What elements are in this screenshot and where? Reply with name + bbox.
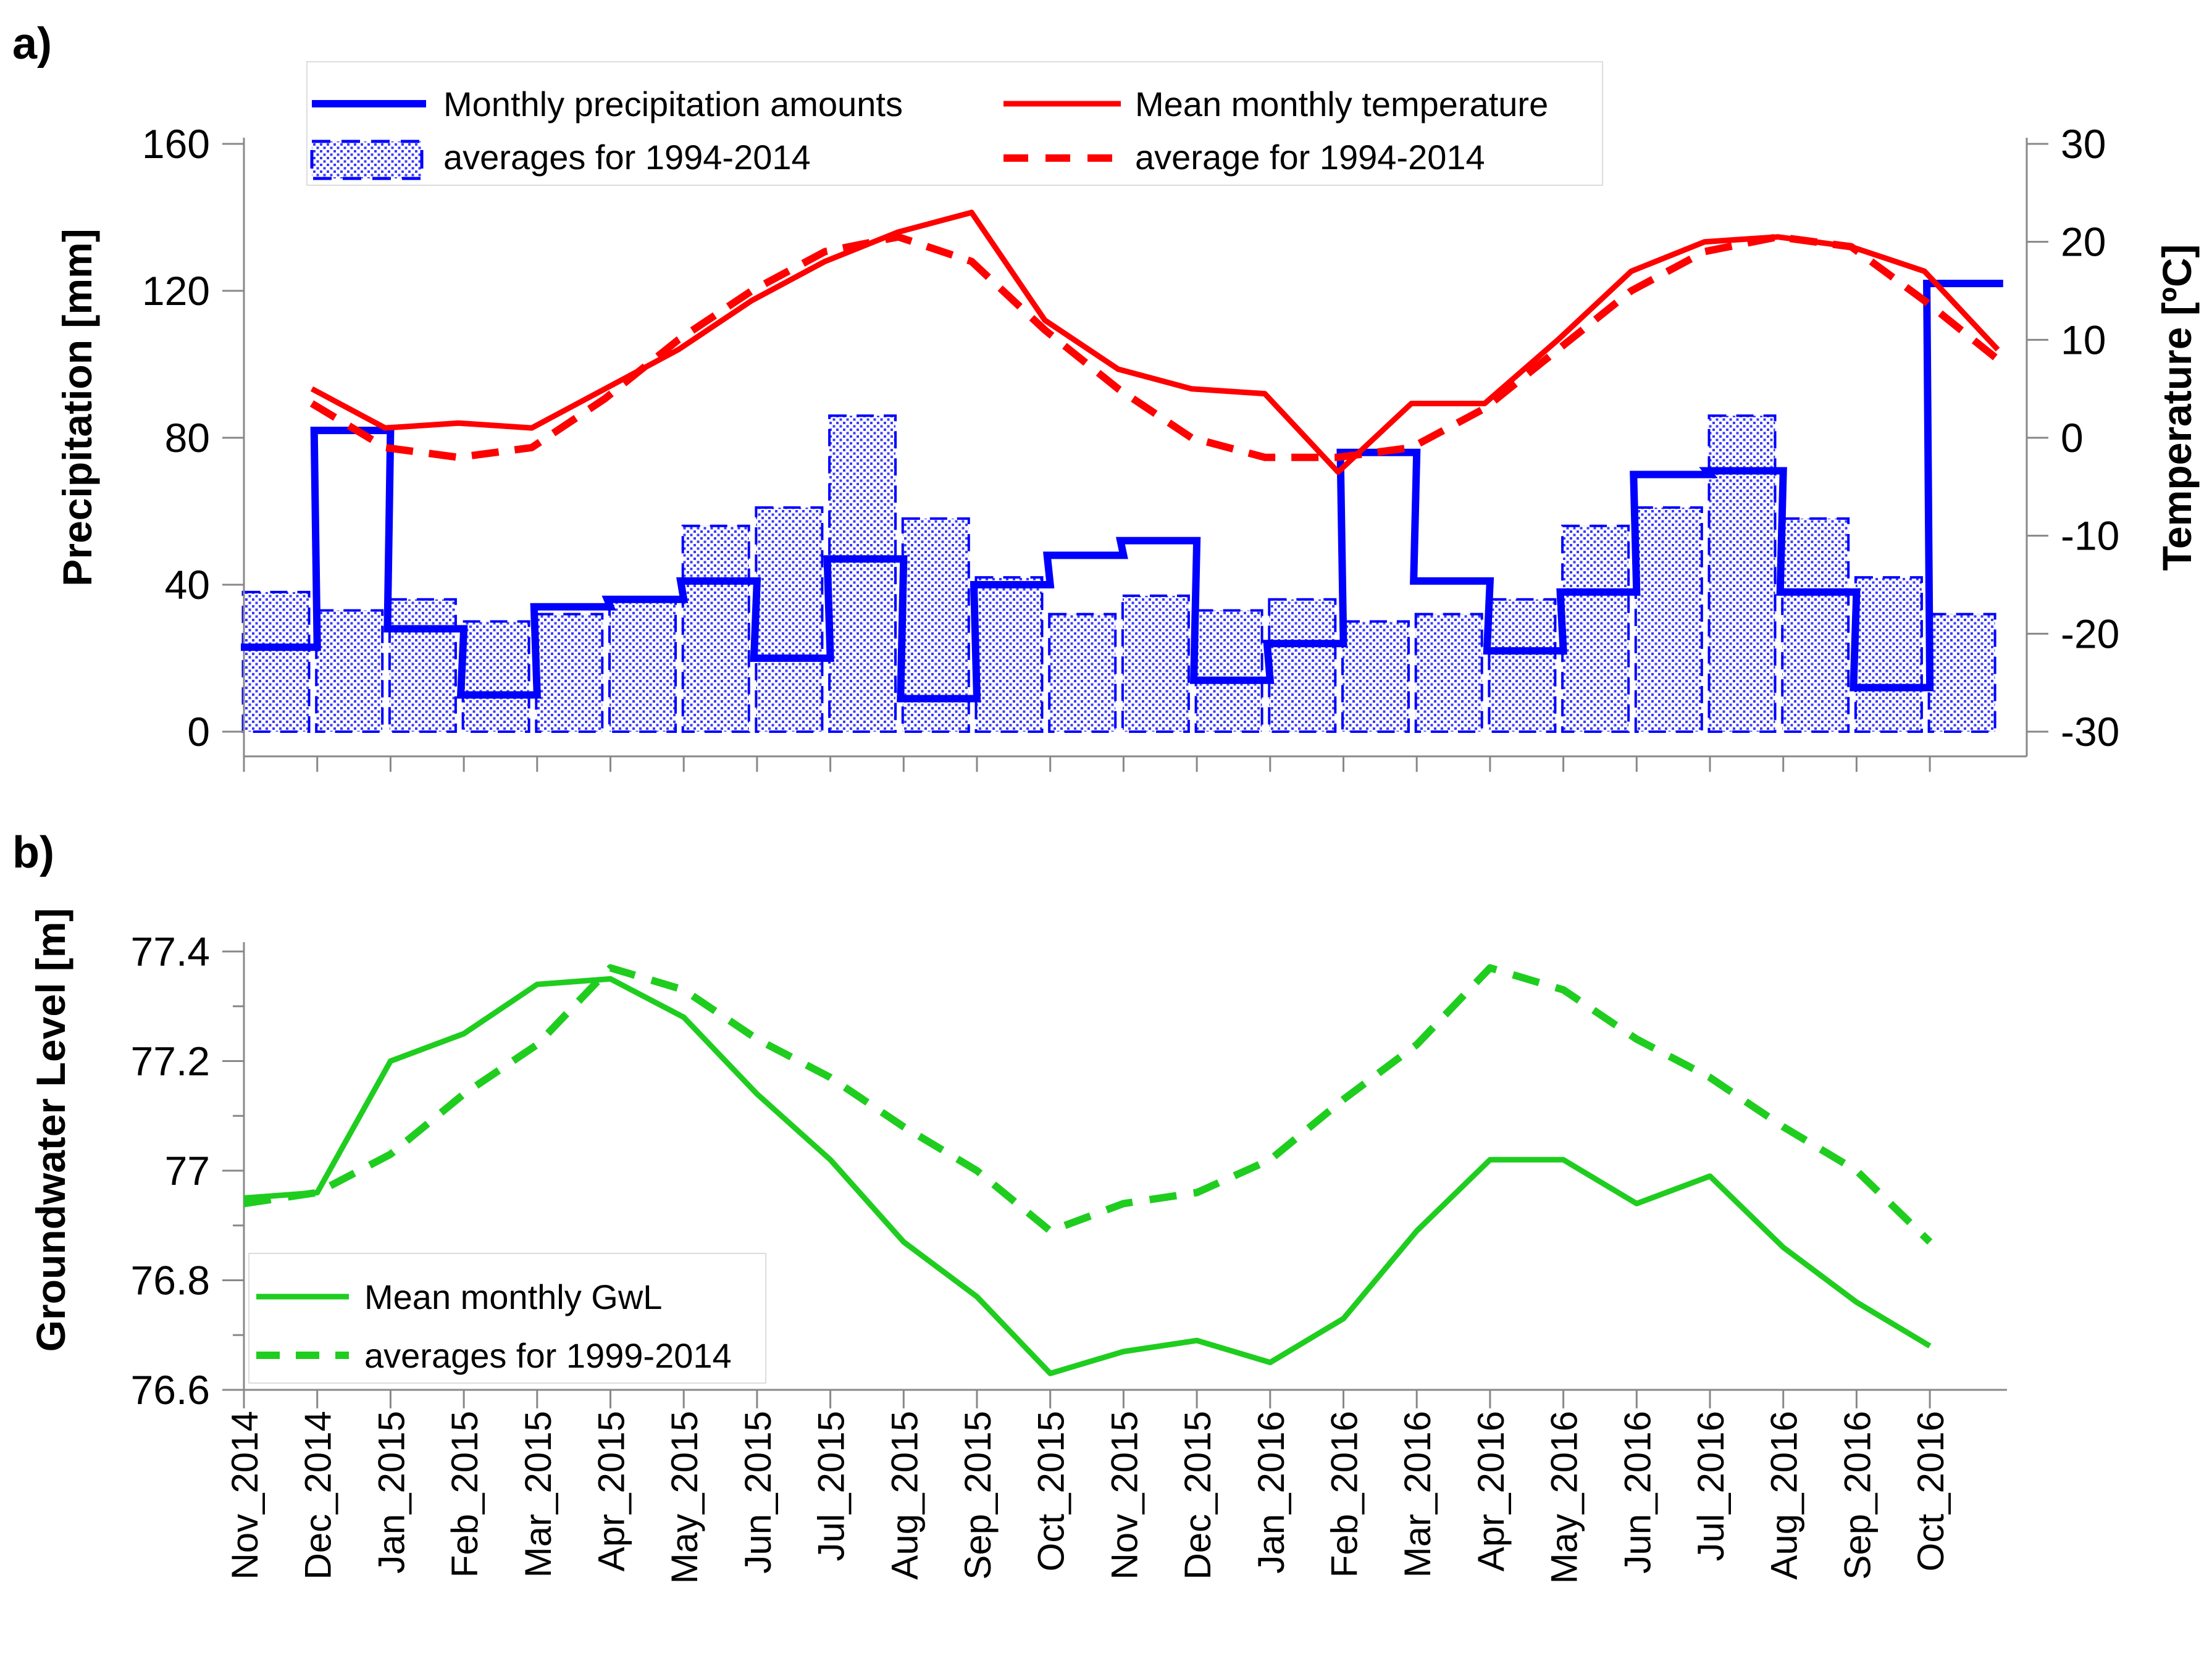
panel-b-series [243, 964, 1933, 1376]
x-tick-label: May_2015 [664, 1411, 705, 1584]
x-tick-label: Jul_2015 [811, 1411, 852, 1562]
precip-average-bar [1634, 506, 1703, 733]
x-tick-label: Jun_2016 [1617, 1411, 1658, 1574]
precip-average-bar [315, 609, 384, 734]
precip-tick-label: 160 [142, 121, 210, 167]
x-tick-label: Sep_2016 [1837, 1411, 1878, 1580]
legend-precip-label: Monthly precipitation amounts [443, 85, 903, 123]
precip-tick-label: 120 [142, 268, 210, 314]
precip-average-bar [608, 598, 677, 733]
gwl-tick-label: 77.2 [131, 1039, 210, 1084]
x-tick-label: Jul_2016 [1690, 1411, 1732, 1562]
x-tick-label: Oct_2016 [1910, 1411, 1951, 1571]
precip-average-bar [828, 414, 897, 733]
precip-average-bar [681, 524, 750, 733]
temp-tick-label: 0 [2061, 415, 2084, 461]
legend-b-box [248, 1253, 766, 1384]
panel-a-legend: Monthly precipitation amounts averages f… [306, 61, 1603, 186]
x-tick-label: May_2016 [1544, 1411, 1585, 1584]
legend-a-box [306, 61, 1603, 186]
temperature-axis-title: Temperature [ºC] [2154, 245, 2200, 571]
precip-average-bar [1341, 620, 1410, 733]
legend-precip-avg-label: averages for 1994-2014 [443, 138, 811, 177]
x-axis-labels: Nov_2014 Dec_2014 Jan_2015 Feb_2015 Mar_2015… [224, 1411, 1951, 1584]
precip-average-bar [1561, 524, 1630, 733]
temp-tick-label: 20 [2061, 219, 2106, 265]
panel-a-label: a) [12, 19, 52, 69]
precip-tick-label: 40 [165, 562, 210, 608]
panel-b-axes: 76.6 76.8 77 77.2 77.4 [131, 929, 2007, 1413]
x-tick-label: Mar_2015 [517, 1411, 559, 1578]
panel-a-chart: 0 40 80 120 160 -30 -20 -10 0 10 20 30 Precipitatio… [54, 61, 2200, 772]
x-tick-label: Jan_2015 [371, 1411, 412, 1574]
gwl-tick-label: 77 [165, 1148, 210, 1194]
legend-precip-avg-swatch [310, 140, 424, 180]
precip-average-bar [1927, 613, 1996, 733]
x-tick-label: Nov_2014 [224, 1411, 266, 1580]
precip-tick-label: 0 [187, 709, 210, 755]
panel-a-series [241, 209, 2003, 703]
x-tick-label: Feb_2016 [1324, 1411, 1365, 1578]
x-tick-label: Nov_2015 [1104, 1411, 1145, 1580]
precip-average-bar [535, 613, 604, 733]
precip-average-bar [1414, 613, 1483, 733]
temp-tick-label: -10 [2061, 513, 2119, 559]
precip-average-bar [1048, 613, 1117, 733]
x-tick-label: Jun_2015 [737, 1411, 779, 1574]
gwl-tick-label: 77.4 [131, 929, 210, 974]
x-tick-label: Feb_2015 [444, 1411, 485, 1578]
x-tick-label: Aug_2016 [1764, 1411, 1805, 1580]
temp-tick-label: 30 [2061, 121, 2106, 167]
temp-tick-label: 10 [2061, 317, 2106, 362]
precip-average-bar [1121, 594, 1190, 733]
precip-tick-label: 80 [165, 415, 210, 461]
precip-average-bar [241, 590, 311, 734]
precip-average-bar [1781, 517, 1850, 734]
legend-temp-avg-label: average for 1994-2014 [1135, 138, 1485, 177]
x-tick-label: Apr_2016 [1470, 1411, 1512, 1571]
panel-b-label: b) [12, 828, 54, 877]
temp-tick-label: -30 [2061, 709, 2119, 755]
precip-average-bar [755, 506, 824, 733]
legend-temp-label: Mean monthly temperature [1135, 85, 1548, 123]
precip-average-bar [1707, 414, 1777, 733]
precip-average-bar [1488, 598, 1557, 733]
precip-average-bar [1194, 609, 1263, 734]
x-tick-label: Apr_2015 [591, 1411, 632, 1571]
temp-line [310, 209, 2000, 475]
gwl-average-line [243, 964, 1933, 1245]
x-tick-label: Dec_2015 [1177, 1411, 1218, 1580]
precip-average-bar [1854, 576, 1923, 733]
precip-average-bar [388, 598, 457, 733]
legend-gwl-label: Mean monthly GwL [364, 1277, 662, 1316]
legend-gwl-avg-label: averages for 1999-2014 [364, 1336, 732, 1375]
temp-tick-label: -20 [2061, 611, 2119, 656]
precip-average-bar [1268, 598, 1337, 733]
precip-average-bars [241, 414, 1996, 734]
panel-b-legend: Mean monthly GwL averages for 1999-2014 [248, 1253, 766, 1384]
gwl-line [243, 976, 1932, 1376]
panel-a-axes: 0 40 80 120 160 -30 -20 -10 0 10 20 30 [142, 121, 2119, 772]
precip-average-bar [461, 620, 530, 733]
x-tick-label: Aug_2015 [884, 1411, 925, 1580]
precip-step-line [241, 280, 2003, 703]
x-tick-label: Dec_2014 [298, 1411, 339, 1580]
groundwater-axis-title: Groundwater Level [m] [28, 908, 73, 1352]
precipitation-axis-title: Precipitation [mm] [54, 228, 100, 586]
panel-b-chart: 76.6 76.8 77 77.2 77.4 Groundwater Level [m]… [28, 908, 2007, 1413]
gwl-tick-label: 76.8 [131, 1258, 210, 1303]
temp-average-line [309, 233, 2000, 461]
x-tick-label: Sep_2015 [957, 1411, 999, 1580]
x-tick-label: Oct_2015 [1031, 1411, 1072, 1571]
gwl-tick-label: 76.6 [131, 1367, 210, 1413]
x-tick-label: Jan_2016 [1251, 1411, 1292, 1574]
x-tick-label: Mar_2016 [1397, 1411, 1438, 1578]
precip-average-bar [974, 576, 1044, 733]
